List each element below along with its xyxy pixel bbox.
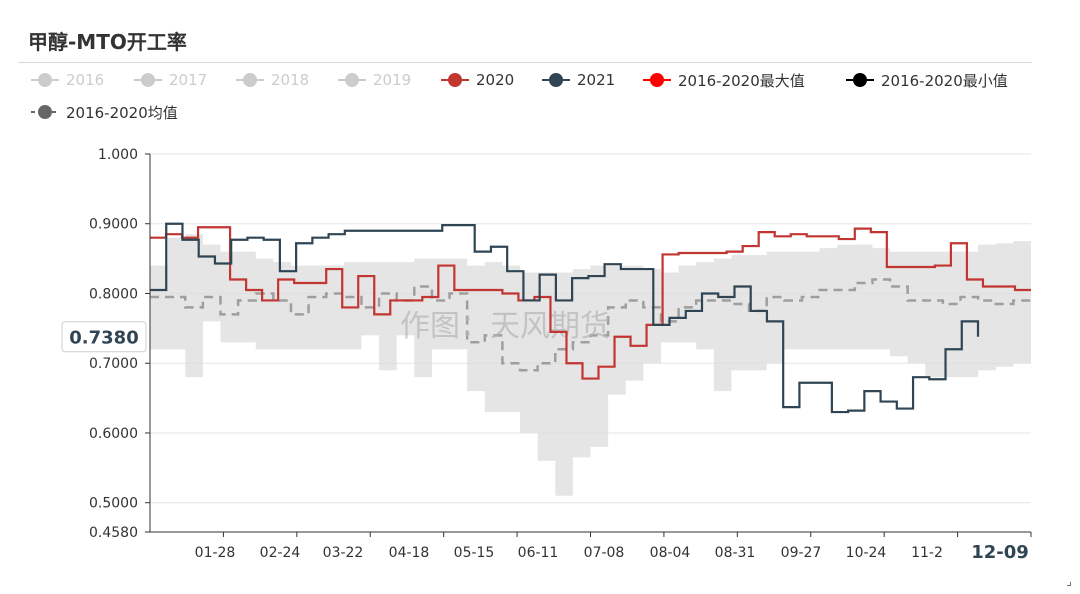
series-2016-2020-mean-line: [150, 278, 1031, 372]
x-tick-label: 07-08: [584, 545, 625, 561]
legend-label: 2016-2020均值: [66, 103, 178, 122]
legend-item-2017[interactable]: 2017: [133, 68, 207, 92]
x-tick-label: 09-27: [781, 545, 822, 561]
series-2021-line: [150, 222, 980, 414]
x-tick-label: 02-24: [260, 545, 301, 561]
legend-item-2016-2020最小值[interactable]: 2016-2020最小值: [845, 68, 1008, 92]
axis-pointer-value: 0.7380: [69, 328, 138, 349]
y-tick-label: 0.7000: [89, 356, 138, 372]
legend-marker-icon: [236, 73, 264, 87]
legend-marker-icon: [338, 73, 366, 87]
x-tick-label: 12-09: [971, 542, 1029, 563]
legend-item-2019[interactable]: 2019: [337, 68, 411, 92]
resize-corner-icon: ⌟: [1066, 574, 1072, 588]
x-tick-label: 08-31: [715, 545, 756, 561]
legend-marker-icon: [31, 105, 59, 119]
axis-pointer-box: [61, 321, 147, 353]
legend-label: 2021: [577, 71, 616, 89]
legend-marker-icon: [441, 73, 469, 87]
title-divider: [18, 62, 1032, 63]
legend-item-2018[interactable]: 2018: [235, 68, 309, 92]
watermark: 作图：天风期货: [400, 309, 610, 344]
legend-label: 2018: [271, 71, 310, 89]
legend-label: 2016-2020最小值: [881, 71, 1008, 90]
x-tick-label: 05-15: [454, 545, 495, 561]
y-tick-label: 0.6000: [89, 426, 138, 442]
legend-label: 2016-2020最大值: [678, 71, 805, 90]
legend-item-2016[interactable]: 2016: [30, 68, 104, 92]
series-2020-line: [150, 226, 1031, 380]
legend-marker-icon: [643, 73, 671, 87]
y-tick-label: 0.5000: [89, 496, 138, 512]
x-tick-label: 06-11: [518, 545, 559, 561]
x-tick-label: 08-04: [650, 545, 691, 561]
legend-marker-icon: [134, 73, 162, 87]
chart-title: 甲醇-MTO开工率: [28, 30, 187, 54]
x-tick-label: 03-22: [323, 545, 364, 561]
legend-item-2021[interactable]: 2021: [541, 68, 615, 92]
legend-label: 2019: [373, 71, 412, 89]
legend-label: 2016: [66, 71, 105, 89]
legend-label: 2017: [169, 71, 208, 89]
x-tick-label: 11-2: [911, 545, 943, 561]
legend-item-2016-2020均值[interactable]: 2016-2020均值: [30, 100, 178, 124]
y-tick-label: 1.000: [98, 147, 138, 163]
y-tick-label: 0.4580: [89, 525, 138, 541]
legend-marker-icon: [31, 73, 59, 87]
x-tick-label: 04-18: [389, 545, 430, 561]
legend-label: 2020: [476, 71, 515, 89]
x-tick-label: 10-24: [846, 545, 887, 561]
legend-item-2020[interactable]: 2020: [440, 68, 514, 92]
axis-pointer-label: 0.7380: [61, 321, 147, 353]
legend-marker-icon: [846, 73, 874, 87]
legend-item-2016-2020最大值[interactable]: 2016-2020最大值: [642, 68, 805, 92]
y-tick-label: 0.8000: [89, 286, 138, 302]
min-max-band: [150, 234, 1031, 496]
x-tick-label: 01-28: [195, 545, 236, 561]
legend-marker-icon: [542, 73, 570, 87]
y-tick-label: 0.9000: [89, 217, 138, 233]
